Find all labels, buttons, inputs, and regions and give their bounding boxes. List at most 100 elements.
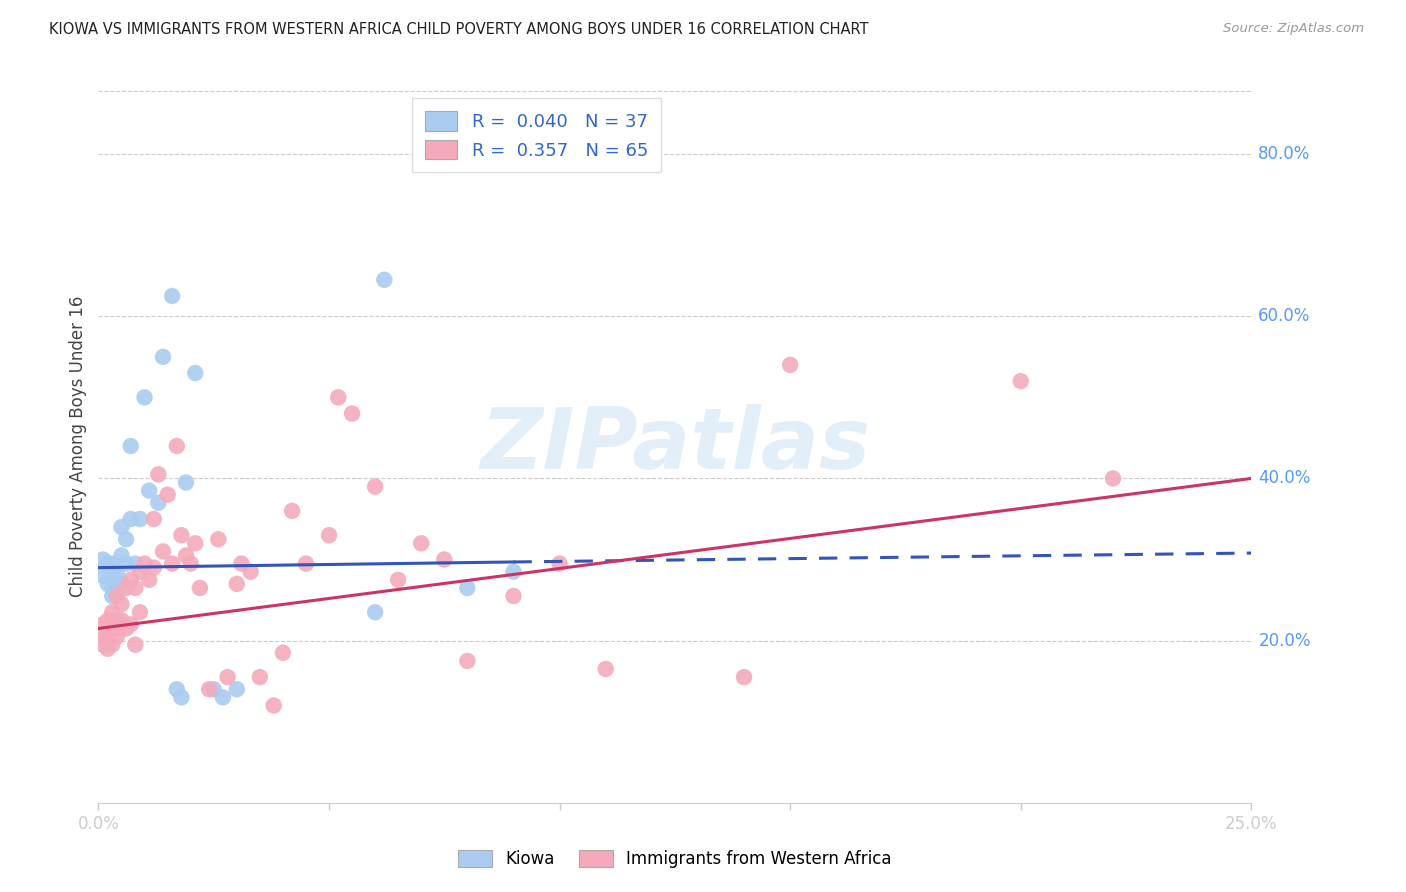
Point — [120, 617, 142, 632]
Point — [101, 622, 124, 636]
Text: 60.0%: 60.0% — [1258, 307, 1310, 326]
Point — [110, 597, 132, 611]
Point — [138, 483, 160, 498]
Point — [97, 613, 120, 627]
Text: 20.0%: 20.0% — [1258, 632, 1310, 649]
Point — [456, 581, 478, 595]
Point — [115, 581, 138, 595]
Point — [142, 560, 165, 574]
Point — [129, 565, 152, 579]
Point — [184, 366, 207, 380]
Point — [91, 630, 114, 644]
Point — [502, 565, 524, 579]
Point — [152, 350, 174, 364]
Point — [249, 670, 271, 684]
Point — [225, 682, 247, 697]
Point — [295, 557, 318, 571]
Point — [134, 390, 156, 404]
Point — [217, 670, 239, 684]
Point — [174, 475, 197, 490]
Point — [101, 613, 124, 627]
Point — [364, 479, 387, 493]
Point — [373, 273, 395, 287]
Point — [170, 528, 193, 542]
Point — [328, 390, 350, 404]
Point — [202, 682, 225, 697]
Point — [188, 581, 211, 595]
Point — [110, 549, 132, 563]
Point — [97, 630, 120, 644]
Point — [129, 512, 152, 526]
Point — [411, 536, 433, 550]
Point — [1010, 374, 1032, 388]
Text: KIOWA VS IMMIGRANTS FROM WESTERN AFRICA CHILD POVERTY AMONG BOYS UNDER 16 CORREL: KIOWA VS IMMIGRANTS FROM WESTERN AFRICA … — [49, 22, 869, 37]
Point — [110, 622, 132, 636]
Point — [120, 573, 142, 587]
Point — [174, 549, 197, 563]
Point — [91, 638, 114, 652]
Point — [124, 638, 146, 652]
Point — [101, 589, 124, 603]
Point — [124, 581, 146, 595]
Point — [97, 557, 120, 571]
Point — [101, 605, 124, 619]
Point — [364, 605, 387, 619]
Point — [124, 557, 146, 571]
Point — [160, 557, 183, 571]
Point — [166, 439, 188, 453]
Point — [318, 528, 340, 542]
Point — [101, 557, 124, 571]
Point — [207, 533, 229, 547]
Point — [120, 439, 142, 453]
Point — [595, 662, 617, 676]
Point — [148, 496, 170, 510]
Point — [271, 646, 294, 660]
Point — [101, 581, 124, 595]
Point — [110, 577, 132, 591]
Point — [129, 605, 152, 619]
Point — [263, 698, 285, 713]
Point — [105, 585, 128, 599]
Point — [225, 577, 247, 591]
Point — [152, 544, 174, 558]
Point — [97, 577, 120, 591]
Point — [180, 557, 202, 571]
Point — [91, 552, 114, 566]
Point — [548, 557, 571, 571]
Point — [91, 568, 114, 582]
Point — [101, 573, 124, 587]
Point — [120, 512, 142, 526]
Point — [110, 613, 132, 627]
Point — [142, 512, 165, 526]
Point — [156, 488, 179, 502]
Point — [170, 690, 193, 705]
Legend: Kiowa, Immigrants from Western Africa: Kiowa, Immigrants from Western Africa — [450, 842, 900, 877]
Point — [779, 358, 801, 372]
Point — [166, 682, 188, 697]
Y-axis label: Child Poverty Among Boys Under 16: Child Poverty Among Boys Under 16 — [69, 295, 87, 597]
Text: 80.0%: 80.0% — [1258, 145, 1310, 163]
Point — [281, 504, 304, 518]
Point — [105, 567, 128, 582]
Point — [97, 622, 120, 636]
Point — [212, 690, 235, 705]
Point — [110, 520, 132, 534]
Text: Source: ZipAtlas.com: Source: ZipAtlas.com — [1223, 22, 1364, 36]
Point — [184, 536, 207, 550]
Point — [502, 589, 524, 603]
Point — [115, 622, 138, 636]
Point — [340, 407, 363, 421]
Point — [456, 654, 478, 668]
Point — [160, 289, 183, 303]
Point — [105, 613, 128, 627]
Point — [231, 557, 253, 571]
Point — [101, 638, 124, 652]
Point — [134, 557, 156, 571]
Point — [101, 565, 124, 579]
Point — [91, 617, 114, 632]
Point — [1102, 471, 1125, 485]
Point — [97, 641, 120, 656]
Point — [138, 573, 160, 587]
Point — [387, 573, 409, 587]
Point — [433, 552, 456, 566]
